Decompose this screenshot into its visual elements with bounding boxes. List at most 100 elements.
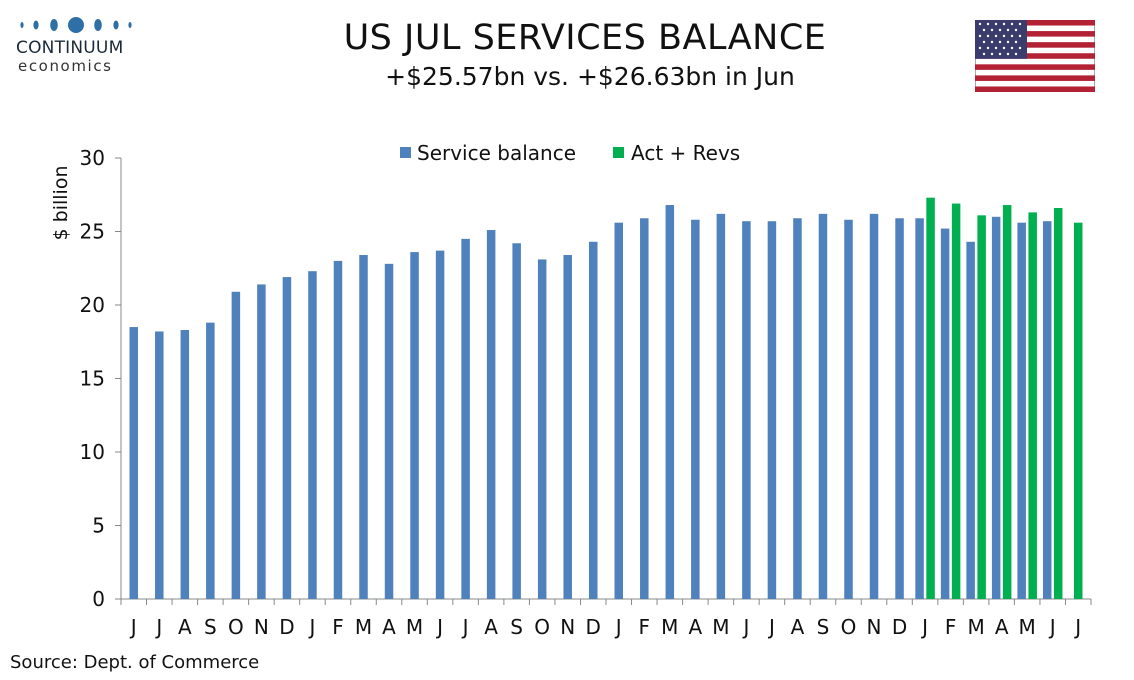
x-tick-label: M: [967, 615, 984, 639]
bar-service-balance: [1042, 221, 1052, 599]
bar-service-balance: [742, 221, 751, 599]
bar-act-revs: [977, 215, 986, 599]
legend-swatch-act-revs: [613, 147, 624, 158]
bar-act-revs: [1028, 212, 1037, 599]
x-tick-label: M: [1019, 615, 1036, 639]
x-tick-label: A: [688, 615, 702, 639]
logo-dots-icon: [20, 17, 132, 33]
x-tick-label: J: [1073, 615, 1081, 639]
bar-service-balance: [665, 205, 675, 600]
x-tick-label: J: [435, 615, 443, 639]
x-tick-label: J: [129, 615, 137, 639]
x-tick-label: S: [204, 615, 217, 639]
bar-service-balance: [461, 238, 470, 599]
x-tick-label: F: [639, 615, 651, 639]
x-tick-label: S: [510, 615, 523, 639]
bar-service-balance: [640, 218, 649, 599]
x-tick-label: J: [920, 615, 928, 639]
bar-act-revs: [1002, 205, 1012, 600]
bar-service-balance: [767, 221, 777, 599]
source-note: Source: Dept. of Commerce: [10, 652, 260, 673]
bar-act-revs: [1053, 207, 1063, 600]
chart-title: US JUL SERVICES BALANCE: [343, 18, 827, 58]
continuum-logo: CONTINUUM economics: [12, 12, 142, 82]
x-tick-label: D: [586, 615, 601, 639]
x-tick-label: J: [767, 615, 775, 639]
bar-service-balance: [1017, 222, 1026, 599]
x-tick-label: A: [484, 615, 498, 639]
bar-service-balance: [563, 255, 572, 599]
bar-service-balance: [486, 230, 496, 599]
bar-service-balance: [818, 213, 828, 600]
x-tick-label: F: [332, 615, 344, 639]
y-tick-label: 30: [80, 146, 105, 170]
legend-label-service-balance: Service balance: [417, 141, 576, 165]
y-tick-label: 15: [80, 367, 105, 391]
bar-service-balance: [844, 219, 853, 600]
bar-service-balance: [588, 241, 598, 600]
bar-service-balance: [512, 243, 521, 599]
bar-service-balance: [793, 218, 802, 599]
y-tick-label: 20: [80, 293, 105, 317]
bar-service-balance: [435, 250, 445, 600]
bar-service-balance: [384, 263, 394, 599]
bar-service-balance: [333, 260, 343, 599]
y-tick-label: 0: [92, 587, 105, 611]
y-axis-label: $ billion: [50, 166, 72, 241]
x-tick-label: M: [355, 615, 372, 639]
y-tick-label: 10: [80, 440, 105, 464]
bar-service-balance: [180, 329, 190, 599]
x-tick-label: J: [1048, 615, 1056, 639]
x-tick-label: D: [279, 615, 294, 639]
bar-service-balance: [308, 271, 317, 599]
x-tick-label: A: [382, 615, 396, 639]
x-tick-label: O: [228, 615, 244, 639]
x-tick-label: M: [712, 615, 729, 639]
bar-service-balance: [282, 277, 292, 599]
x-tick-label: N: [867, 615, 882, 639]
legend-label-act-revs: Act + Revs: [631, 141, 740, 165]
x-tick-label: J: [307, 615, 315, 639]
x-tick-label: M: [406, 615, 423, 639]
bar-service-balance: [155, 331, 164, 599]
x-tick-label: J: [461, 615, 469, 639]
bar-service-balance: [691, 219, 700, 600]
chart-subtitle: +$25.57bn vs. +$26.63bn in Jun: [385, 62, 795, 91]
bar-service-balance: [257, 284, 266, 599]
bar-service-balance: [940, 228, 950, 599]
x-tick-label: A: [178, 615, 192, 639]
x-tick-label: D: [892, 615, 907, 639]
bar-service-balance: [359, 255, 368, 599]
legend-swatch-service-balance: [400, 147, 411, 158]
x-tick-label: A: [791, 615, 805, 639]
bar-service-balance: [614, 222, 624, 599]
logo-word: CONTINUUM: [16, 38, 124, 58]
x-tick-label: O: [841, 615, 857, 639]
x-tick-label: S: [817, 615, 830, 639]
bar-service-balance: [410, 252, 419, 599]
x-tick-label: N: [254, 615, 269, 639]
bar-service-balance: [991, 216, 1001, 600]
bar-service-balance: [869, 213, 879, 600]
bar-service-balance: [206, 322, 215, 599]
us-flag-icon: [975, 20, 1095, 92]
bar-service-balance: [231, 291, 241, 599]
x-tick-label: J: [614, 615, 622, 639]
bar-service-balance: [716, 213, 726, 600]
x-tick-label: A: [995, 615, 1009, 639]
bar-service-balance: [895, 218, 904, 599]
x-tick-label: N: [560, 615, 575, 639]
x-tick-label: J: [154, 615, 162, 639]
x-tick-label: J: [741, 615, 749, 639]
x-tick-label: O: [534, 615, 550, 639]
chart-legend: Service balance Act + Revs: [400, 141, 740, 165]
x-tick-label: F: [945, 615, 957, 639]
bar-act-revs: [951, 203, 961, 599]
y-tick-label: 5: [92, 514, 105, 538]
bar-service-balance: [129, 327, 139, 599]
bar-service-balance: [966, 241, 975, 600]
logo-subword: economics: [18, 57, 113, 75]
bar-act-revs: [926, 197, 935, 599]
